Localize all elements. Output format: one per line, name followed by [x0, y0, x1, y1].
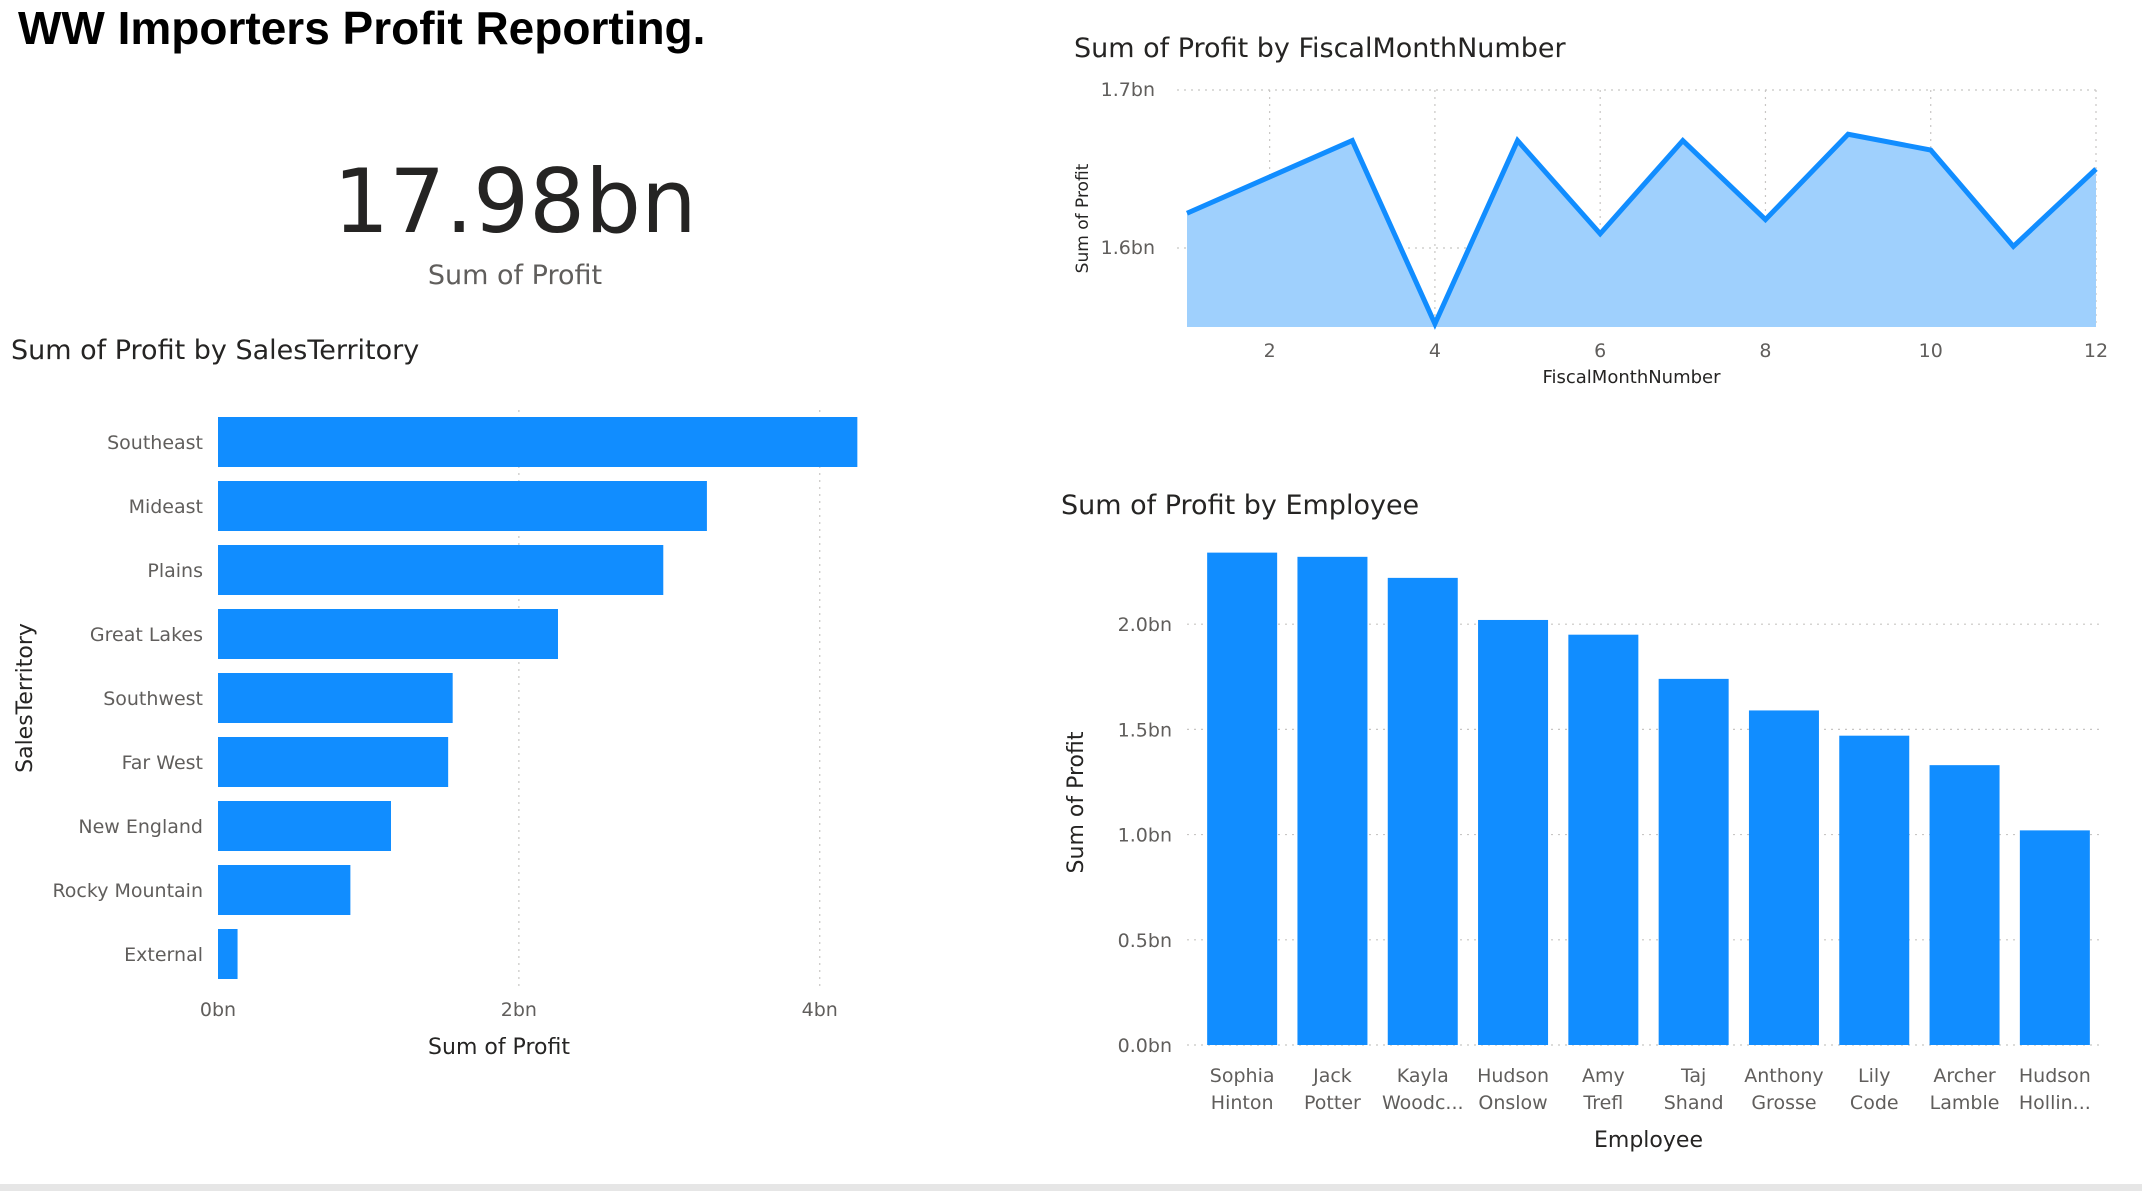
employee-bar[interactable] [1478, 619, 1549, 1045]
employee-bar[interactable] [1839, 735, 1910, 1045]
territory-bar[interactable] [218, 417, 858, 467]
territory-bar[interactable] [218, 737, 449, 787]
employee-category-label: Archer Lamble [1930, 1065, 2000, 1114]
employee-category-label: Anthony Grosse [1744, 1065, 1823, 1114]
employee-chart-title: Sum of Profit by Employee [1061, 490, 1420, 521]
employee-category-label: Lily Code [1850, 1065, 1899, 1114]
territory-category-label: New England [78, 816, 203, 838]
employee-category-label: Hudson Onslow [1477, 1065, 1549, 1114]
month-data-point[interactable] [1761, 216, 1769, 224]
territory-category-label: Southwest [103, 688, 203, 710]
employee-bar[interactable] [1658, 678, 1729, 1045]
territory-bar-chart[interactable]: 0bn 2bn 4bn Southeast Mideast Plains Great Lak… [0, 380, 1000, 1080]
month-data-point[interactable] [1927, 146, 1935, 154]
territory-category-label: External [124, 944, 203, 966]
card-label: Sum of Profit [427, 260, 603, 291]
month-x-axis-title: FiscalMonthNumber [1542, 367, 1721, 388]
employee-bar[interactable] [1297, 556, 1368, 1045]
month-data-point[interactable] [1348, 137, 1356, 145]
employee-category-label: Taj Shand [1664, 1065, 1724, 1114]
month-x-tick-label: 4 [1429, 340, 1441, 362]
employee-category-label: Sophia Hinton [1210, 1065, 1275, 1114]
employee-bar[interactable] [1568, 634, 1639, 1045]
territory-bar[interactable] [218, 545, 664, 595]
territory-category-label: Rocky Mountain [52, 880, 203, 902]
territory-bar[interactable] [218, 929, 238, 979]
month-data-point[interactable] [1679, 137, 1687, 145]
employee-category-label: Amy Trefl [1582, 1065, 1625, 1114]
employee-y-tick-label: 1.5bn [1118, 719, 1172, 741]
month-x-tick-label: 2 [1264, 340, 1276, 362]
month-data-point[interactable] [1844, 130, 1852, 138]
territory-x-tick-label: 4bn [802, 999, 838, 1021]
territory-y-axis-title: SalesTerritory [13, 623, 38, 773]
page-bottom-bar [0, 1184, 2142, 1191]
territory-category-label: Mideast [129, 496, 203, 518]
employee-bar[interactable] [1748, 710, 1819, 1045]
employee-y-tick-label: 0.5bn [1118, 930, 1172, 952]
month-y-axis-title: Sum of Profit [1073, 163, 1093, 273]
employee-bar[interactable] [1207, 552, 1278, 1045]
month-x-tick-label: 12 [2084, 340, 2108, 362]
territory-x-tick-label: 2bn [501, 999, 537, 1021]
month-area-chart[interactable]: 1.6bn 1.7bn 2 4 6 8 10 12 FiscalMonthNumber Sum o… [1060, 70, 2120, 400]
month-data-point[interactable] [1266, 173, 1274, 181]
employee-y-tick-label: 1.0bn [1118, 825, 1172, 847]
month-data-point[interactable] [1183, 209, 1191, 217]
territory-bar[interactable] [218, 801, 391, 851]
employee-category-label: Jack Potter [1304, 1065, 1361, 1114]
employee-bar[interactable] [2019, 830, 2090, 1045]
territory-category-label: Far West [122, 752, 203, 774]
month-data-point[interactable] [2009, 242, 2017, 250]
employee-x-axis-title: Employee [1594, 1128, 1703, 1153]
month-data-point[interactable] [1596, 230, 1604, 238]
month-x-tick-label: 6 [1594, 340, 1606, 362]
territory-chart-title: Sum of Profit by SalesTerritory [11, 335, 420, 366]
month-data-point[interactable] [2092, 165, 2100, 173]
month-series-line[interactable] [1185, 131, 2098, 330]
employee-bar[interactable] [1387, 577, 1458, 1045]
month-y-tick-label: 1.6bn [1101, 237, 1155, 259]
profit-card[interactable]: 17.98bn Sum of Profit [300, 150, 730, 294]
territory-bar[interactable] [218, 481, 707, 531]
employee-category-label: Kayla Woodc... [1382, 1065, 1464, 1114]
territory-x-axis-title: Sum of Profit [428, 1035, 570, 1060]
territory-category-label: Plains [147, 560, 203, 582]
territory-bar[interactable] [218, 865, 351, 915]
territory-category-label: Great Lakes [90, 624, 203, 646]
month-data-point[interactable] [1514, 137, 1522, 145]
territory-x-tick-label: 0bn [200, 999, 236, 1021]
territory-bar[interactable] [218, 673, 453, 723]
card-value: 17.98bn [333, 150, 697, 253]
report-title: WW Importers Profit Reporting. [18, 2, 706, 54]
month-area-fill [1187, 134, 2096, 327]
employee-bar-chart[interactable]: 0.0bn 0.5bn 1.0bn 1.5bn 2.0bn Sophia Hinton Jac… [1040, 540, 2120, 1160]
employee-y-tick-label: 2.0bn [1118, 614, 1172, 636]
month-chart-title: Sum of Profit by FiscalMonthNumber [1074, 33, 1566, 64]
month-data-point[interactable] [1431, 320, 1439, 328]
month-x-tick-label: 8 [1759, 340, 1771, 362]
month-x-tick-label: 10 [1919, 340, 1943, 362]
employee-category-label: Hudson Hollin... [2019, 1065, 2091, 1114]
employee-y-axis-title: Sum of Profit [1064, 731, 1089, 873]
territory-bar[interactable] [218, 609, 558, 659]
employee-bar[interactable] [1929, 765, 2000, 1045]
territory-category-label: Southeast [107, 432, 203, 454]
month-y-tick-label: 1.7bn [1101, 79, 1155, 101]
employee-y-tick-label: 0.0bn [1118, 1035, 1172, 1057]
